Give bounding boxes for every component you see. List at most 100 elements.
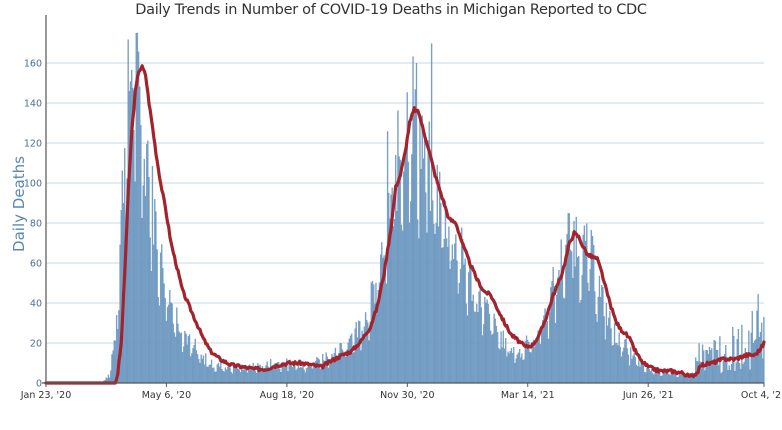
bar — [547, 338, 550, 384]
bar — [296, 368, 298, 384]
bar — [185, 333, 187, 384]
y-tick-label: 120 — [24, 139, 42, 150]
bar — [411, 154, 413, 384]
bar — [549, 312, 551, 384]
bar — [514, 363, 516, 384]
bar — [148, 177, 150, 384]
bar — [572, 278, 574, 384]
bar — [564, 298, 566, 384]
bar — [355, 321, 357, 384]
bar — [429, 211, 432, 384]
bar — [515, 358, 517, 384]
bar — [461, 227, 463, 384]
bar — [569, 249, 572, 384]
bar — [647, 366, 649, 384]
bar — [272, 369, 274, 384]
bar — [459, 268, 462, 384]
bar — [613, 323, 616, 384]
bar — [602, 287, 604, 384]
bar — [213, 367, 215, 384]
bar — [419, 115, 421, 384]
bar — [553, 286, 555, 384]
bar — [630, 347, 632, 384]
bar — [455, 234, 457, 384]
bar — [618, 332, 620, 384]
bar — [316, 357, 318, 384]
bar — [128, 91, 130, 384]
bar — [496, 332, 499, 384]
bar — [711, 348, 713, 384]
bar — [561, 277, 564, 384]
bar — [162, 267, 164, 384]
bar — [154, 199, 156, 384]
bar — [398, 156, 400, 384]
bar — [305, 368, 308, 384]
bar — [164, 297, 166, 384]
bar — [661, 375, 663, 384]
bar — [177, 323, 179, 384]
bar — [251, 369, 253, 384]
bar — [364, 312, 367, 384]
y-tick-label: 0 — [36, 379, 42, 390]
bar — [698, 343, 700, 384]
bar — [644, 371, 646, 384]
bar — [252, 362, 254, 384]
bar — [418, 238, 420, 384]
bar — [558, 269, 560, 384]
bar — [588, 291, 590, 384]
bar — [677, 376, 679, 384]
x-tick-label: Jan 23, '20 — [20, 390, 72, 401]
bar — [140, 125, 142, 384]
bar — [579, 302, 581, 384]
bar — [110, 370, 112, 384]
bar — [399, 159, 401, 384]
bar — [500, 331, 502, 384]
bar — [309, 366, 311, 384]
bar — [158, 305, 161, 384]
bar — [625, 338, 627, 384]
bar — [582, 234, 584, 384]
bar — [214, 371, 216, 384]
bar — [332, 359, 334, 384]
bar — [227, 366, 229, 384]
bar — [762, 358, 764, 384]
bar — [353, 352, 355, 384]
bar — [600, 297, 602, 384]
bar — [264, 370, 266, 384]
bar — [488, 313, 491, 384]
bar — [412, 56, 414, 384]
bar — [656, 372, 659, 384]
bar — [403, 171, 405, 384]
bar — [254, 370, 257, 384]
bar — [745, 353, 748, 384]
bar — [676, 377, 678, 384]
bar — [704, 370, 706, 384]
bar — [370, 282, 372, 384]
bar — [181, 351, 184, 384]
bar — [327, 367, 330, 384]
bar — [237, 368, 239, 384]
y-tick-label: 20 — [30, 339, 42, 350]
bar — [426, 232, 428, 384]
bar — [616, 342, 618, 384]
bar — [448, 226, 450, 384]
bar — [501, 347, 503, 384]
bar — [615, 343, 617, 384]
bar — [557, 277, 559, 384]
bar — [608, 317, 610, 384]
bar — [141, 218, 143, 384]
bar — [246, 372, 249, 384]
bar — [134, 181, 136, 384]
bar — [245, 368, 247, 384]
bar — [754, 340, 756, 384]
bar — [612, 345, 615, 384]
bar — [139, 86, 141, 384]
bar — [440, 203, 442, 384]
bar — [174, 336, 177, 384]
bar — [508, 353, 510, 384]
bar — [155, 211, 157, 384]
bar — [443, 239, 445, 384]
bar — [176, 307, 178, 384]
bar — [586, 223, 588, 384]
bar — [437, 226, 440, 384]
